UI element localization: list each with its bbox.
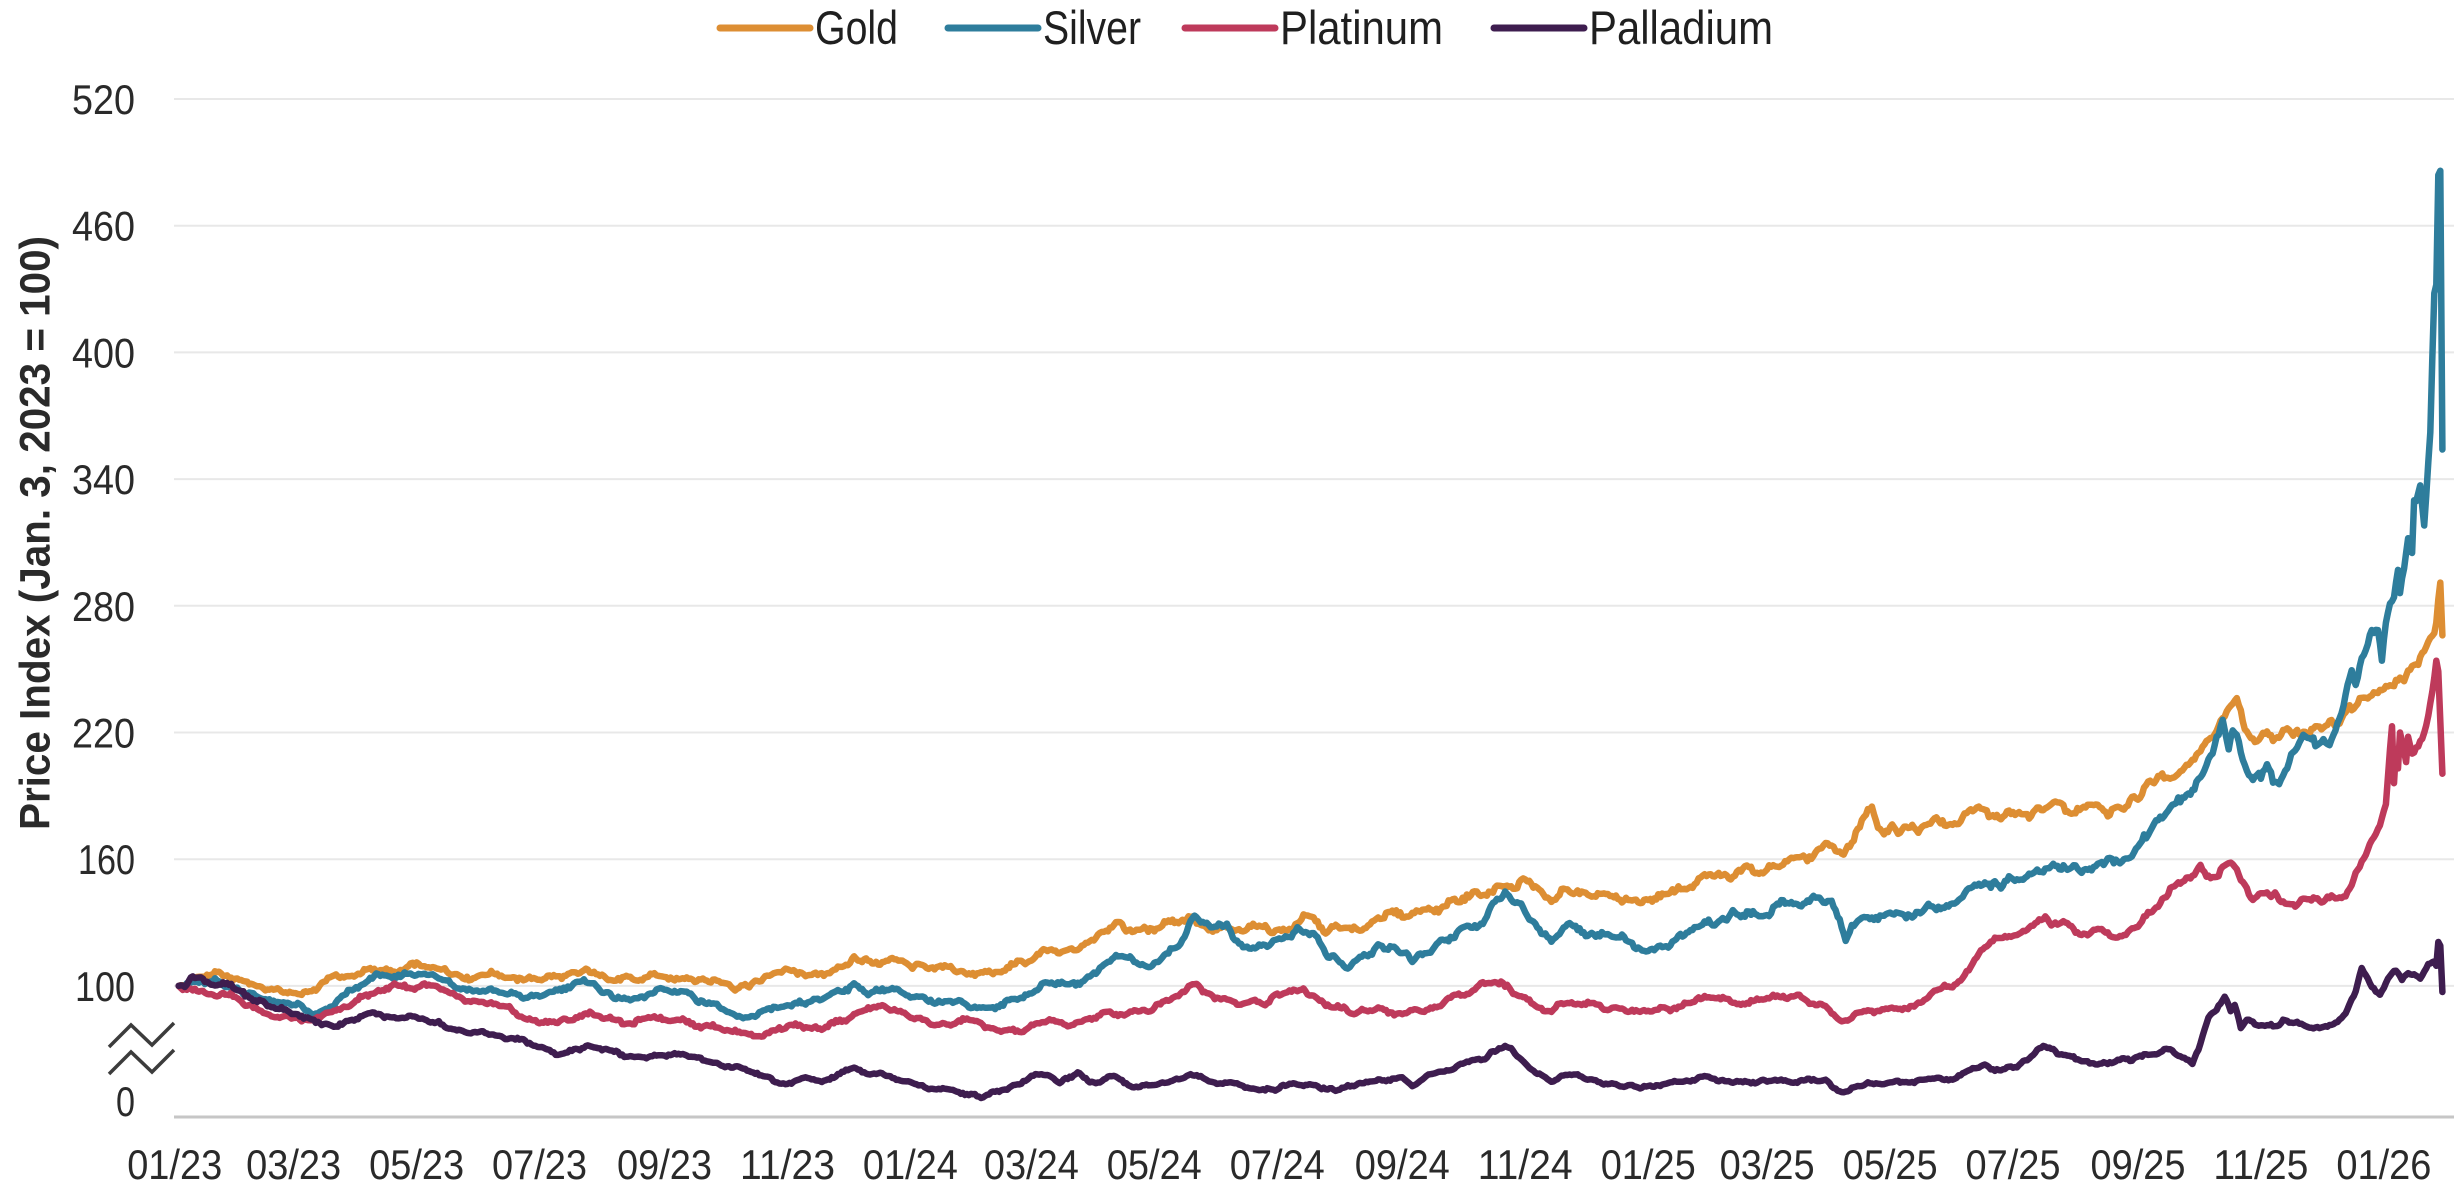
svg-text:05/23: 05/23 [369,1141,464,1188]
svg-text:09/24: 09/24 [1355,1141,1450,1188]
svg-text:07/24: 07/24 [1230,1141,1325,1188]
svg-text:Platinum: Platinum [1280,1,1443,54]
svg-text:160: 160 [78,836,135,883]
svg-text:11/25: 11/25 [2213,1141,2308,1188]
svg-text:Palladium: Palladium [1589,1,1773,54]
svg-text:01/23: 01/23 [127,1141,222,1188]
svg-text:03/24: 03/24 [984,1141,1079,1188]
svg-text:03/23: 03/23 [246,1141,341,1188]
svg-text:11/24: 11/24 [1478,1141,1573,1188]
svg-text:05/25: 05/25 [1843,1141,1938,1188]
svg-text:Price Index (Jan. 3, 2023 = 10: Price Index (Jan. 3, 2023 = 100) [12,236,60,830]
svg-text:01/24: 01/24 [863,1141,958,1188]
svg-text:11/23: 11/23 [740,1141,835,1188]
svg-text:0: 0 [116,1078,135,1125]
svg-text:340: 340 [72,456,135,503]
svg-text:03/25: 03/25 [1720,1141,1815,1188]
svg-text:280: 280 [72,583,135,630]
svg-text:520: 520 [72,76,135,123]
svg-text:07/23: 07/23 [492,1141,587,1188]
svg-text:05/24: 05/24 [1107,1141,1202,1188]
svg-text:07/25: 07/25 [1966,1141,2061,1188]
svg-text:400: 400 [72,329,135,376]
svg-text:Gold: Gold [815,1,898,54]
svg-text:460: 460 [72,203,135,250]
svg-text:01/25: 01/25 [1601,1141,1696,1188]
svg-text:Silver: Silver [1043,1,1141,54]
svg-text:09/23: 09/23 [617,1141,712,1188]
svg-text:09/25: 09/25 [2091,1141,2186,1188]
svg-text:220: 220 [72,710,135,757]
svg-text:01/26: 01/26 [2336,1141,2431,1188]
svg-text:100: 100 [75,963,135,1010]
